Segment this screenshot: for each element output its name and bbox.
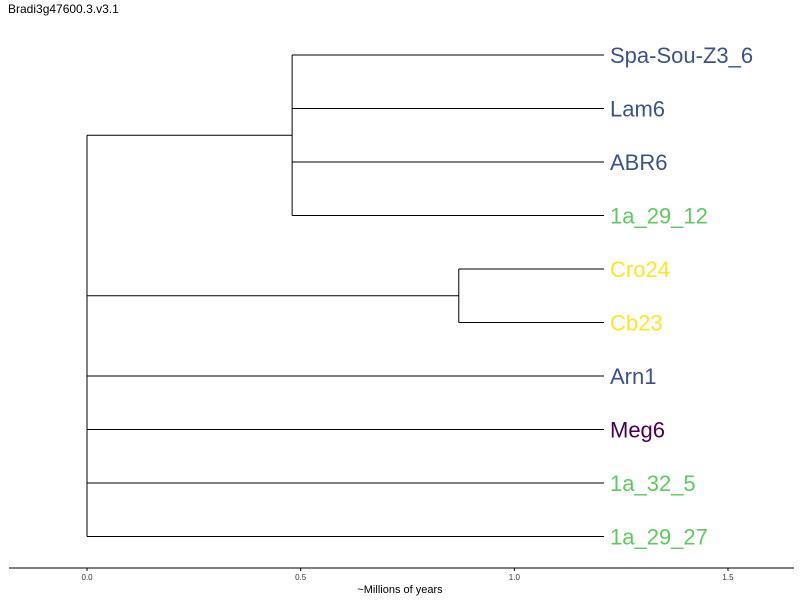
tip-label: Cro24: [610, 257, 670, 282]
axis-title: ~Millions of years: [357, 584, 443, 596]
tip-label: Meg6: [610, 418, 665, 443]
axis-ticks: 0.0 0.5 1.0 1.5: [81, 568, 734, 582]
tree-branches: [86, 54, 604, 537]
axis-tick-label: 1.0: [509, 573, 521, 582]
axis-tick-label: 0.0: [81, 573, 93, 582]
tip-label: ABR6: [610, 150, 667, 175]
axis-tick-label: 0.5: [295, 573, 307, 582]
tip-label: Spa-Sou-Z3_6: [610, 43, 753, 68]
time-axis: 0.0 0.5 1.0 1.5 ~Millions of years: [9, 567, 794, 596]
tip-label: 1a_29_27: [610, 525, 708, 550]
tip-label: 1a_29_12: [610, 204, 708, 229]
tip-labels: Spa-Sou-Z3_6 Lam6 ABR6 1a_29_12 Cro24 Cb23 Arn…: [610, 43, 753, 550]
page-title: Bradi3g47600.3.v3.1: [8, 2, 119, 16]
tip-label: Lam6: [610, 97, 665, 122]
tip-label: 1a_32_5: [610, 471, 696, 496]
axis-tick-label: 1.5: [722, 573, 734, 582]
tip-label: Cb23: [610, 311, 663, 336]
tip-label: Arn1: [610, 364, 656, 389]
